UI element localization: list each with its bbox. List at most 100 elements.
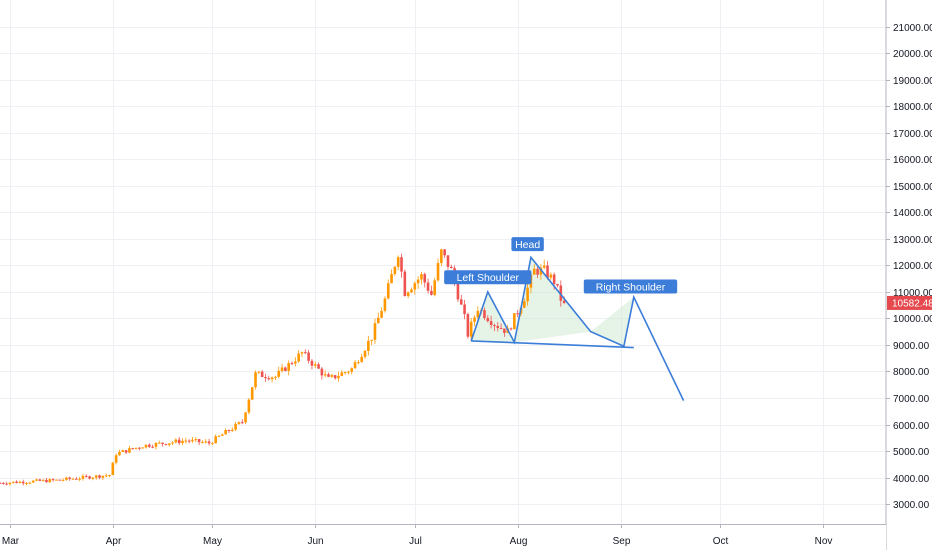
candle-body — [426, 282, 430, 291]
price-tick-label: 16000.00 — [893, 155, 932, 166]
candle-body — [443, 249, 446, 256]
candle-body — [459, 299, 463, 305]
candle-body — [5, 483, 8, 485]
candle-body — [128, 448, 131, 453]
pattern-zigzag-line[interactable] — [470, 255, 685, 401]
candle-body — [8, 482, 12, 485]
candle-body — [313, 364, 317, 366]
candle-body — [91, 477, 95, 479]
candle-body — [463, 304, 466, 315]
candle-body — [376, 317, 380, 324]
candle-body — [214, 436, 217, 444]
candle-body — [11, 481, 15, 483]
time-tick-label: Aug — [510, 536, 528, 547]
candle-body — [446, 255, 450, 267]
candle-body — [503, 328, 506, 333]
price-tick-label: 3000.00 — [893, 500, 930, 511]
candle-body — [539, 267, 543, 275]
candle-body — [171, 442, 174, 444]
candle-body — [330, 375, 334, 377]
candle-body — [430, 290, 433, 295]
candle-body — [31, 480, 35, 483]
price-tick-label: 5000.00 — [893, 447, 930, 458]
head-and-shoulders-drawing[interactable] — [470, 255, 685, 401]
time-axis-background — [0, 524, 886, 550]
candle-body — [320, 368, 324, 376]
price-axis[interactable]: 3000.00 4000.00 5000.00 6000.00 7000.00 8000.… — [886, 23, 932, 511]
candle-body — [167, 443, 171, 445]
pattern-labels: Left Shoulder Head Right Shoulder — [444, 237, 678, 294]
candle-body — [347, 371, 350, 373]
price-tick-label: 20000.00 — [893, 49, 932, 60]
candle-body — [307, 352, 310, 361]
candle-body — [204, 441, 208, 443]
candle-body — [181, 440, 184, 444]
candle-body — [449, 266, 453, 269]
candle-body — [221, 434, 224, 436]
candle-body — [84, 475, 88, 477]
candle-body — [386, 283, 390, 299]
candle-body — [18, 481, 22, 484]
time-tick-label: Sep — [613, 536, 631, 547]
candle-body — [65, 477, 68, 480]
candle-body — [55, 479, 58, 481]
candle-body — [270, 377, 274, 380]
candle-body — [61, 479, 65, 481]
time-tick-label: Jul — [409, 536, 422, 547]
pattern-label-box — [511, 237, 544, 252]
candle-body — [71, 478, 75, 480]
neckline[interactable] — [471, 340, 634, 349]
candle-body — [496, 325, 500, 329]
candle-body — [400, 257, 403, 272]
candle-body — [393, 266, 397, 274]
price-tick-label: 18000.00 — [893, 102, 932, 113]
candle-body — [476, 310, 480, 318]
candle-body — [184, 440, 188, 442]
candle-body — [111, 462, 115, 476]
candle-body — [151, 446, 154, 448]
candle-body — [138, 447, 141, 449]
candle-body — [343, 372, 347, 374]
candle-body — [423, 274, 427, 283]
candle-body — [353, 362, 357, 369]
candle-body — [260, 371, 264, 378]
price-tick-label: 11000.00 — [893, 288, 932, 299]
candle-body — [104, 475, 108, 477]
candle-body — [35, 479, 38, 481]
candle-body — [81, 475, 85, 479]
candle-body — [234, 423, 237, 430]
candle-body — [244, 412, 247, 423]
candle-body — [197, 439, 201, 443]
candle-body — [277, 370, 281, 377]
price-tick-label: 9000.00 — [893, 341, 930, 352]
time-axis[interactable]: Mar Apr May Jun Jul Aug Sep Oct Nov — [2, 524, 833, 547]
candle-body — [240, 422, 244, 424]
candle-body — [41, 479, 45, 481]
candle-body — [191, 439, 194, 442]
last-price-label: 10582.48 — [892, 298, 932, 309]
pattern-label-text: Left Shoulder — [457, 272, 520, 284]
candle-body — [68, 477, 71, 479]
candle-body — [562, 300, 566, 303]
last-price-marker: 10582.48 — [887, 295, 932, 310]
candle-body — [370, 339, 373, 341]
candle-body — [433, 280, 437, 295]
price-tick-label: 15000.00 — [893, 182, 932, 193]
candle-body — [161, 442, 164, 444]
candle-body — [413, 283, 417, 290]
candle-body — [469, 321, 473, 337]
price-tick-label: 6000.00 — [893, 421, 930, 432]
candle-body — [201, 442, 204, 444]
candle-body — [303, 352, 307, 354]
time-tick-label: Mar — [2, 536, 20, 547]
candle-body — [247, 399, 251, 413]
candle-body — [114, 455, 118, 463]
candle-body — [257, 371, 261, 373]
candle-body — [131, 448, 135, 450]
candle-body — [118, 451, 121, 456]
candle-body — [207, 441, 211, 444]
pattern-region — [514, 257, 591, 343]
candle-body — [549, 274, 553, 278]
grid-lines — [0, 0, 886, 524]
